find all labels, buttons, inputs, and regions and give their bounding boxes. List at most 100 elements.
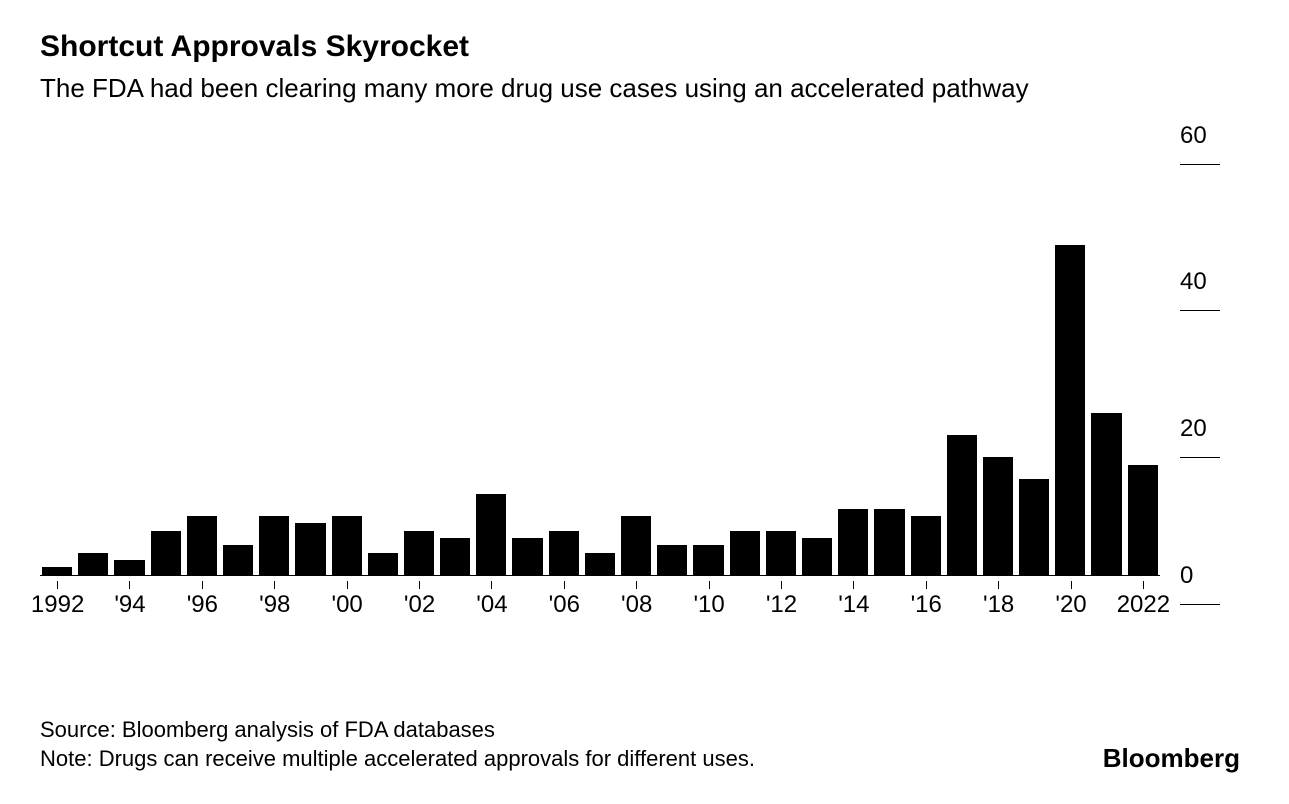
x-tick: '14	[853, 581, 854, 589]
x-tick-mark	[781, 581, 782, 589]
y-tick-line	[1180, 310, 1220, 311]
chart-title: Shortcut Approvals Skyrocket	[40, 30, 1249, 64]
y-tick-label: 40	[1180, 270, 1230, 294]
x-tick-label: '10	[693, 591, 724, 619]
x-tick-mark	[564, 581, 565, 589]
bar	[766, 531, 796, 575]
x-tick-label: '20	[1055, 591, 1086, 619]
bar	[1091, 413, 1121, 574]
x-tick: '12	[781, 581, 782, 589]
x-tick-mark	[202, 581, 203, 589]
x-tick-label: '96	[187, 591, 218, 619]
bar	[476, 494, 506, 575]
bars-container	[40, 135, 1160, 575]
bar	[368, 553, 398, 575]
x-tick-mark	[709, 581, 710, 589]
bar	[947, 435, 977, 574]
x-tick: '10	[709, 581, 710, 589]
bar	[657, 545, 687, 574]
x-tick: '08	[636, 581, 637, 589]
x-tick-mark	[636, 581, 637, 589]
bar	[911, 516, 941, 575]
x-tick-label: '06	[549, 591, 580, 619]
y-tick-line	[1180, 164, 1220, 165]
bar	[78, 553, 108, 575]
chart-area: 0 20 40 60 1992 '94 '96 '98 '00 '02 '04 '06 '08 '10 '…	[40, 136, 1230, 586]
brand-label: Bloomberg	[1103, 743, 1240, 774]
note-text: Note: Drugs can receive multiple acceler…	[40, 744, 1240, 774]
bar	[440, 538, 470, 575]
bar	[512, 538, 542, 575]
x-tick-mark	[347, 581, 348, 589]
x-tick-mark	[1143, 581, 1144, 589]
x-tick: '02	[419, 581, 420, 589]
bar	[295, 523, 325, 574]
bar	[187, 516, 217, 575]
x-tick: '04	[491, 581, 492, 589]
x-tick: '16	[926, 581, 927, 589]
plot-region	[40, 136, 1160, 576]
x-tick: '94	[129, 581, 130, 589]
bar	[332, 516, 362, 575]
bar	[1128, 465, 1158, 575]
bar	[983, 457, 1013, 574]
bar	[404, 531, 434, 575]
bar	[114, 560, 144, 575]
bar	[838, 509, 868, 575]
x-tick-mark	[491, 581, 492, 589]
bar	[1019, 479, 1049, 574]
chart-subtitle: The FDA had been clearing many more drug…	[40, 72, 1140, 106]
x-tick-mark	[926, 581, 927, 589]
x-tick: '06	[564, 581, 565, 589]
x-tick: 2022	[1143, 581, 1144, 589]
bar	[549, 531, 579, 575]
x-tick-label: 2022	[1117, 591, 1170, 619]
bar	[151, 531, 181, 575]
x-tick: '96	[202, 581, 203, 589]
y-axis: 0204060	[1170, 136, 1230, 576]
x-tick-label: '94	[114, 591, 145, 619]
bar	[874, 509, 904, 575]
x-tick-mark	[57, 581, 58, 589]
x-tick-label: '16	[911, 591, 942, 619]
y-tick: 60	[1180, 136, 1230, 165]
bar	[585, 553, 615, 575]
x-tick: '98	[274, 581, 275, 589]
x-tick-label: '02	[404, 591, 435, 619]
x-tick: '18	[998, 581, 999, 589]
x-tick-label: '00	[332, 591, 363, 619]
y-tick-label: 20	[1180, 417, 1230, 441]
x-tick-mark	[274, 581, 275, 589]
x-tick-label: '18	[983, 591, 1014, 619]
y-tick-label: 60	[1180, 124, 1230, 148]
x-tick-mark	[419, 581, 420, 589]
x-tick: 1992	[57, 581, 58, 589]
x-tick: '20	[1071, 581, 1072, 589]
bar	[802, 538, 832, 575]
chart-footer: Source: Bloomberg analysis of FDA databa…	[40, 715, 1240, 774]
bar	[223, 545, 253, 574]
x-tick-label: '98	[259, 591, 290, 619]
y-tick-line	[1180, 604, 1220, 605]
x-tick: '00	[347, 581, 348, 589]
y-tick: 20	[1180, 429, 1230, 458]
source-text: Source: Bloomberg analysis of FDA databa…	[40, 715, 1240, 745]
bar	[1055, 245, 1085, 575]
bar	[259, 516, 289, 575]
bar	[621, 516, 651, 575]
x-tick-label: '08	[621, 591, 652, 619]
x-tick-mark	[998, 581, 999, 589]
x-tick-label: '14	[838, 591, 869, 619]
x-tick-label: '04	[476, 591, 507, 619]
bar	[693, 545, 723, 574]
y-tick: 0	[1180, 576, 1230, 605]
bar	[42, 567, 72, 574]
y-tick-label: 0	[1180, 564, 1230, 588]
x-tick-mark	[853, 581, 854, 589]
y-tick: 40	[1180, 282, 1230, 311]
x-tick-mark	[1071, 581, 1072, 589]
y-tick-line	[1180, 457, 1220, 458]
x-axis: 1992 '94 '96 '98 '00 '02 '04 '06 '08 '10 '12 '14 '16…	[40, 581, 1160, 621]
x-tick-mark	[129, 581, 130, 589]
bar	[730, 531, 760, 575]
